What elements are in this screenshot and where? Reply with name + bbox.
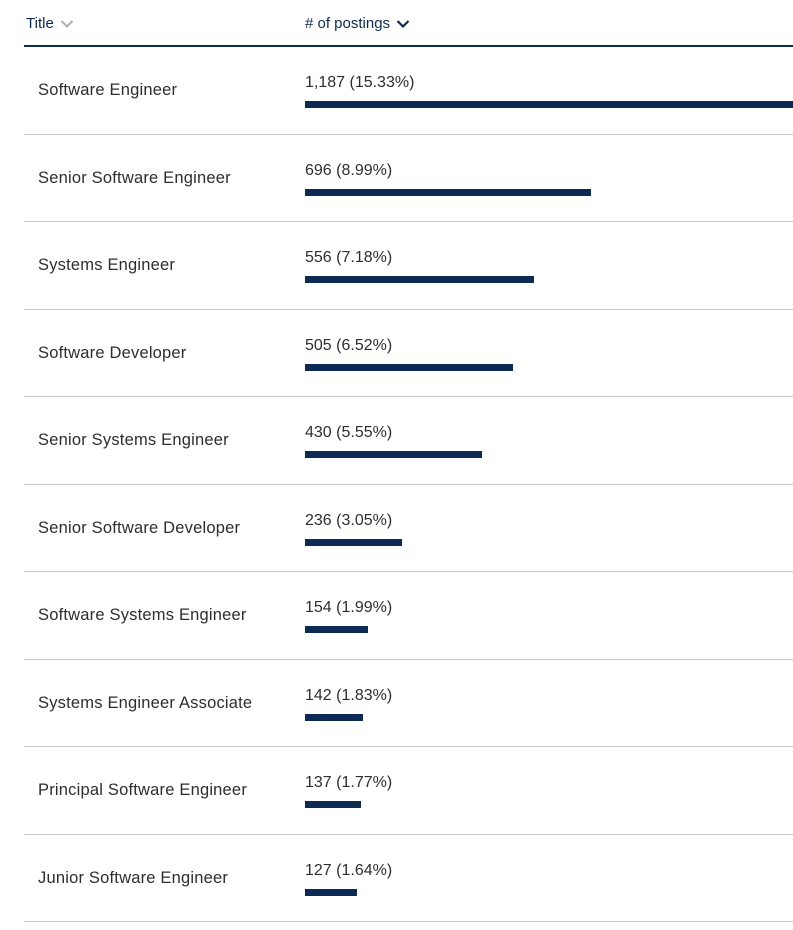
table-row[interactable]: Software Developer 505 (6.52%) xyxy=(24,310,793,397)
postings-count-label: 236 (3.05%) xyxy=(305,511,393,529)
job-title-cell: Senior Software Developer xyxy=(38,518,241,537)
table-row[interactable]: Principal Software Engineer 137 (1.77%) xyxy=(24,747,793,835)
postings-count-label: 1,187 (15.33%) xyxy=(305,74,415,91)
postings-count-label: 430 (5.55%) xyxy=(305,424,393,441)
table-row[interactable]: Senior Software Engineer 696 (8.99%) xyxy=(24,135,793,222)
postings-bar xyxy=(305,188,592,196)
table-row[interactable]: Junior Software Engineer 127 (1.64%) xyxy=(24,835,793,922)
postings-bar xyxy=(305,888,358,896)
table-row[interactable]: Software Systems Engineer 154 (1.99%) xyxy=(24,572,793,660)
postings-bar xyxy=(305,626,369,633)
chevron-down-icon[interactable] xyxy=(60,19,74,29)
job-title-cell: Systems Engineer Associate xyxy=(38,693,253,712)
table-row[interactable]: Senior Software Developer 236 (3.05%) xyxy=(24,485,793,572)
postings-count-label: 556 (7.18%) xyxy=(305,249,393,266)
postings-bar xyxy=(305,713,364,721)
postings-column-header[interactable]: # of postings xyxy=(305,15,410,32)
postings-count-label: 505 (6.52%) xyxy=(305,336,393,354)
job-title-cell: Software Engineer xyxy=(38,81,178,99)
job-title-cell: Principal Software Engineer xyxy=(38,781,248,799)
job-title-cell: Junior Software Engineer xyxy=(38,868,229,887)
postings-column-label: # of postings xyxy=(305,15,391,32)
chevron-down-icon[interactable] xyxy=(396,19,410,29)
postings-bar xyxy=(305,538,402,546)
postings-count-label: 154 (1.99%) xyxy=(305,599,393,616)
postings-bar xyxy=(305,801,362,808)
postings-bar xyxy=(305,101,793,108)
postings-bar xyxy=(305,276,534,283)
job-title-cell: Systems Engineer xyxy=(38,256,176,274)
postings-bar xyxy=(305,363,513,371)
table-header: Title # of postings xyxy=(24,0,793,47)
table-body: Software Engineer 1,187 (15.33%) Senior So… xyxy=(24,47,793,922)
job-title-cell: Software Developer xyxy=(38,343,187,362)
table-row[interactable]: Senior Systems Engineer 430 (5.55%) xyxy=(24,397,793,485)
title-column-header[interactable]: Title xyxy=(26,15,74,32)
postings-bar xyxy=(305,451,482,458)
job-title-cell: Software Systems Engineer xyxy=(38,606,247,624)
postings-count-label: 137 (1.77%) xyxy=(305,774,393,791)
title-column-label: Title xyxy=(26,15,54,32)
table-row[interactable]: Software Engineer 1,187 (15.33%) xyxy=(24,47,793,135)
job-title-cell: Senior Systems Engineer xyxy=(38,431,229,449)
table-row[interactable]: Systems Engineer Associate 142 (1.83%) xyxy=(24,660,793,747)
postings-count-label: 127 (1.64%) xyxy=(305,861,393,879)
job-title-cell: Senior Software Engineer xyxy=(38,168,231,187)
table-row[interactable]: Systems Engineer 556 (7.18%) xyxy=(24,222,793,310)
postings-table: Title # of postings Software Engineer 1,1… xyxy=(24,0,793,922)
postings-count-label: 142 (1.83%) xyxy=(305,686,393,704)
postings-count-label: 696 (8.99%) xyxy=(305,161,393,179)
